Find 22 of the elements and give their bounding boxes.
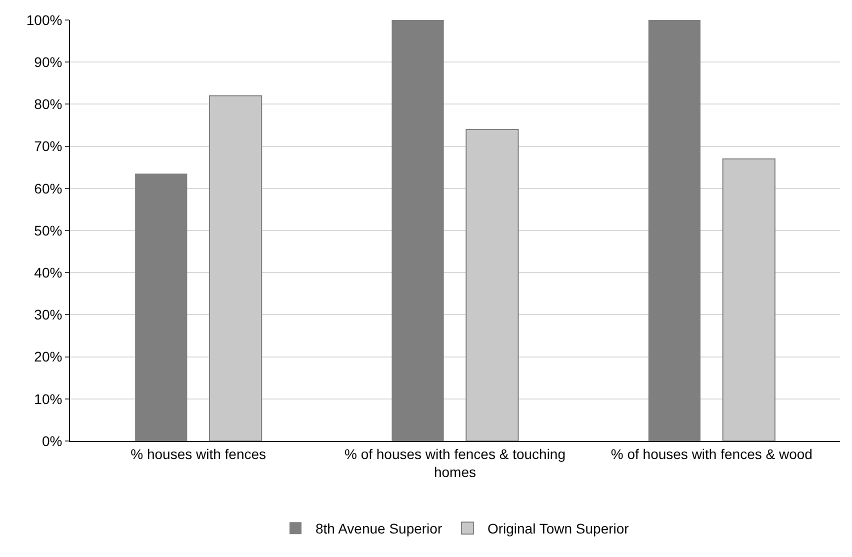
bar bbox=[135, 174, 188, 441]
y-tick-label: 0% bbox=[42, 432, 62, 449]
bar bbox=[392, 20, 444, 441]
bar bbox=[648, 20, 700, 441]
y-tick-label: 30% bbox=[34, 306, 62, 323]
y-tick-label: 70% bbox=[34, 138, 62, 154]
legend-label: Original Town Superior bbox=[487, 520, 630, 537]
x-tick-label: % houses with fences bbox=[130, 446, 266, 462]
bar bbox=[209, 95, 262, 441]
x-tick-label: % of houses with fences & touching homes bbox=[344, 446, 566, 480]
bar bbox=[722, 158, 776, 441]
y-tick-label: 100% bbox=[26, 12, 62, 28]
bar bbox=[466, 128, 519, 441]
y-tick-label: 90% bbox=[34, 54, 62, 70]
y-tick-label: 10% bbox=[34, 390, 62, 407]
y-tick-label: 50% bbox=[34, 222, 62, 238]
x-tick-label: % of houses with fences & wood bbox=[610, 446, 812, 462]
y-tick-label: 40% bbox=[34, 264, 62, 280]
legend-label: 8th Avenue Superior bbox=[316, 520, 442, 537]
y-tick-label: 80% bbox=[34, 96, 62, 112]
y-tick-label: 20% bbox=[34, 348, 62, 365]
y-tick-label: 60% bbox=[34, 180, 62, 196]
